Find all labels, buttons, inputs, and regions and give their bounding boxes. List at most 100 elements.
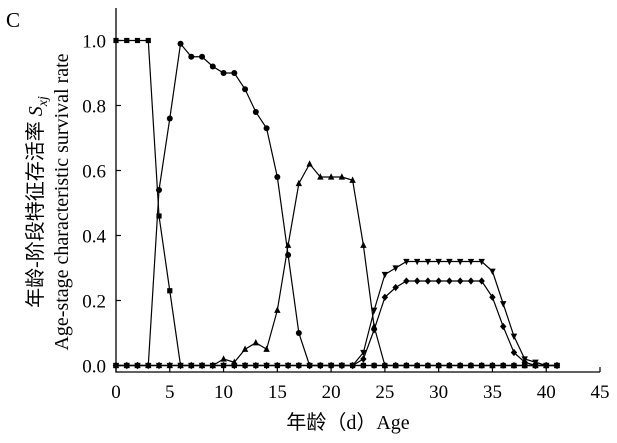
data-point-diamond (112, 361, 120, 370)
data-point-triangle-up (252, 338, 260, 346)
data-point-diamond (543, 361, 550, 370)
data-point-diamond (177, 361, 184, 370)
data-point-triangle-down (392, 265, 399, 272)
data-point-diamond (532, 361, 539, 370)
data-point-triangle-up (306, 160, 313, 167)
data-point-triangle-up (446, 361, 453, 369)
data-point-diamond (500, 322, 507, 331)
data-point-diamond (327, 361, 335, 370)
data-point-circle (242, 86, 249, 93)
data-point-triangle-up (413, 361, 421, 369)
data-point-triangle-down (370, 307, 378, 315)
data-point-diamond (123, 361, 130, 370)
data-point-triangle-up (467, 361, 475, 369)
x-tick-label: 35 (483, 382, 502, 403)
data-point-circle (188, 53, 195, 60)
data-point-diamond (231, 361, 238, 370)
data-point-triangle-up (338, 173, 346, 180)
data-point-diamond (446, 277, 453, 285)
data-point-diamond (381, 293, 389, 301)
data-point-circle (274, 174, 281, 180)
data-point-diamond (478, 277, 485, 285)
data-point-triangle-up (263, 345, 270, 352)
data-point-square (145, 37, 151, 44)
data-point-triangle-down (381, 271, 389, 279)
data-point-diamond (306, 361, 313, 370)
series-line-triangle-up (116, 162, 557, 367)
data-point-triangle-up (349, 176, 356, 183)
x-tick-label: 15 (268, 382, 287, 403)
series-line-square (116, 39, 557, 367)
data-point-circle (231, 70, 238, 76)
data-point-triangle-down (403, 258, 410, 266)
data-point-triangle-up (500, 361, 507, 369)
data-point-diamond (155, 361, 163, 370)
data-point-diamond (198, 361, 206, 370)
data-point-square (134, 37, 141, 44)
data-point-circle (360, 362, 367, 369)
axis-frame (115, 8, 600, 373)
data-point-triangle-up (435, 361, 442, 369)
y-tick-label: 0.2 (82, 292, 106, 313)
data-point-diamond (188, 361, 195, 370)
series-markers (112, 37, 561, 370)
x-tick-label: 20 (322, 382, 341, 403)
data-point-diamond (403, 277, 410, 285)
data-point-triangle-up (327, 173, 335, 180)
data-point-diamond (317, 361, 324, 370)
y-tick-label: 0.6 (82, 162, 106, 183)
series-line-circle (116, 42, 557, 367)
data-point-circle (220, 70, 227, 76)
data-point-triangle-up (317, 173, 324, 180)
data-point-triangle-down (478, 258, 485, 266)
x-tick-label: 45 (591, 382, 610, 403)
data-point-triangle-down (424, 258, 432, 266)
data-point-diamond (424, 277, 432, 285)
data-point-diamond (166, 361, 173, 370)
data-point-diamond (370, 326, 378, 334)
data-point-diamond (553, 361, 561, 370)
data-point-triangle-down (435, 258, 442, 266)
data-point-triangle-up (284, 241, 292, 248)
data-point-square (156, 213, 162, 219)
data-point-diamond (413, 277, 421, 285)
data-point-circle (156, 187, 163, 193)
data-point-triangle-up (220, 355, 227, 362)
data-point-diamond (220, 361, 227, 370)
x-tick-label: 25 (375, 382, 394, 403)
axes (115, 8, 600, 373)
x-tick-label: 30 (429, 382, 448, 403)
series-line-diamond (116, 280, 557, 367)
data-point-diamond (263, 361, 270, 370)
data-point-triangle-up (360, 241, 367, 248)
data-point-diamond (521, 358, 528, 366)
x-axis-ticks: 0 5 10 15 20 25 30 35 40 45 (111, 367, 610, 403)
data-point-diamond (338, 361, 346, 370)
data-point-circle (209, 63, 216, 70)
data-point-diamond (252, 361, 260, 370)
data-point-square (113, 37, 119, 44)
y-axis-title-chinese-group: 年龄-阶段特征存活率 Sxj (24, 96, 51, 308)
data-point-triangle-up (478, 361, 485, 369)
data-point-triangle-up (392, 361, 399, 369)
data-point-triangle-down (467, 258, 475, 266)
data-point-triangle-up (424, 361, 432, 369)
y-tick-label: 0.4 (82, 227, 106, 248)
data-point-diamond (209, 361, 216, 370)
y-axis-title-english: Age-stage characteristic survival rate (51, 53, 73, 350)
data-point-triangle-down (456, 258, 464, 266)
data-point-triangle-up (403, 361, 410, 369)
panel-label: C (6, 8, 20, 32)
data-point-circle (177, 40, 184, 47)
data-point-diamond (349, 361, 356, 370)
data-point-circle (285, 252, 292, 258)
data-point-diamond (241, 361, 249, 370)
data-point-diamond (295, 361, 303, 370)
x-axis-title: 年龄（d）Age (286, 411, 409, 434)
data-point-triangle-down (489, 268, 496, 276)
y-tick-label: 1.0 (82, 32, 106, 53)
data-point-triangle-up (510, 361, 518, 369)
data-point-triangle-up (381, 361, 389, 369)
data-point-circle (295, 330, 302, 336)
